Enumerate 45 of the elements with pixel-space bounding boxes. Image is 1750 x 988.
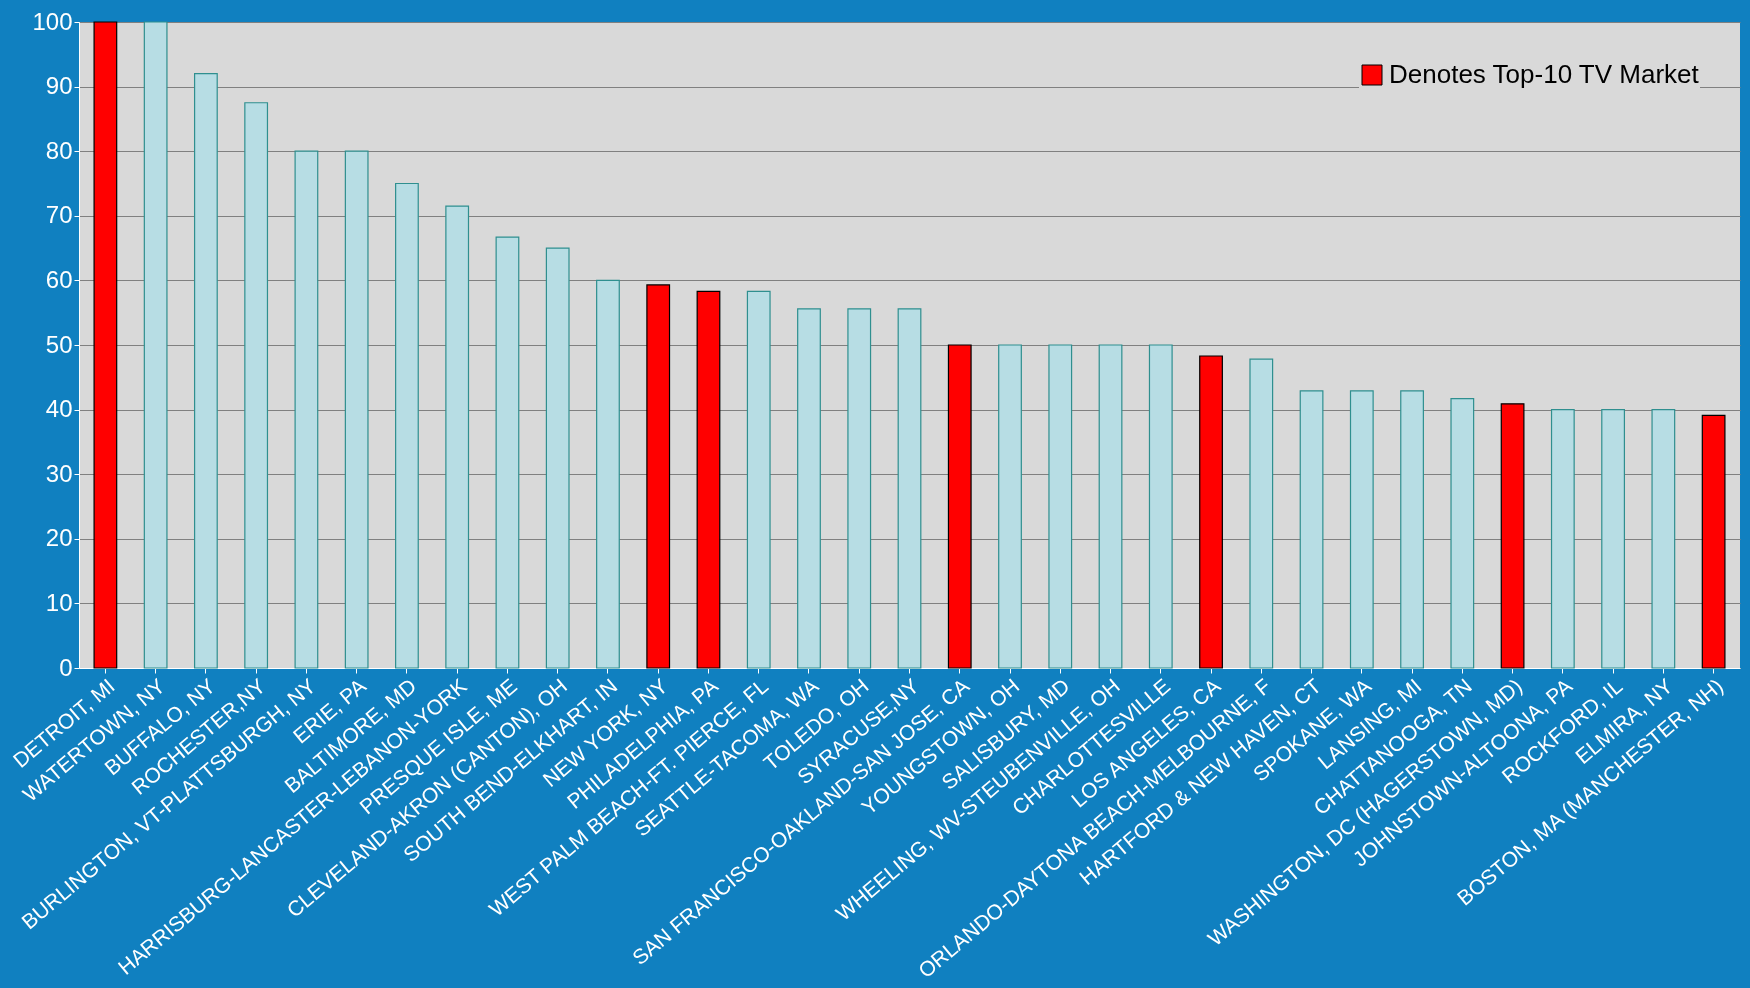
bar [545, 247, 570, 669]
y-tick-label: 0 [59, 653, 73, 681]
bar [998, 344, 1022, 669]
bar [1299, 390, 1324, 669]
y-tick-label: 30 [45, 459, 73, 487]
bar [1098, 344, 1123, 669]
bar [1500, 403, 1525, 669]
bar [646, 284, 671, 669]
bar [1450, 398, 1475, 669]
bar [596, 279, 620, 669]
y-tick-label: 10 [45, 588, 73, 616]
bar [445, 205, 470, 669]
bar [1550, 409, 1575, 669]
y-tick-label: 70 [45, 201, 73, 229]
bar [847, 308, 872, 669]
y-tick-label: 20 [45, 524, 73, 552]
bar [1199, 355, 1223, 669]
y-tick-label: 90 [45, 72, 73, 100]
bar [1048, 344, 1073, 669]
bar [1249, 358, 1274, 669]
bar [244, 102, 269, 669]
bar [1400, 390, 1424, 669]
bar [947, 344, 972, 669]
bar [344, 150, 369, 669]
bar [1148, 344, 1173, 669]
bar [143, 21, 168, 669]
y-tick-label: 40 [45, 395, 73, 423]
y-tick-label: 100 [32, 7, 73, 35]
y-tick-label: 50 [45, 330, 73, 358]
bar [1651, 409, 1676, 669]
bar [93, 21, 118, 669]
bar [395, 182, 419, 669]
legend-label: Denotes Top-10 TV Market [1389, 59, 1700, 89]
bar [1601, 409, 1626, 669]
bar [897, 308, 922, 669]
bar [495, 236, 520, 669]
bar [294, 150, 319, 669]
bar [1701, 414, 1726, 669]
bar [193, 73, 218, 669]
y-tick-label: 60 [45, 265, 73, 293]
bar [696, 290, 721, 669]
y-tick-label: 80 [45, 136, 73, 164]
bar [746, 290, 771, 669]
bar [1349, 390, 1374, 669]
bar [797, 308, 821, 669]
